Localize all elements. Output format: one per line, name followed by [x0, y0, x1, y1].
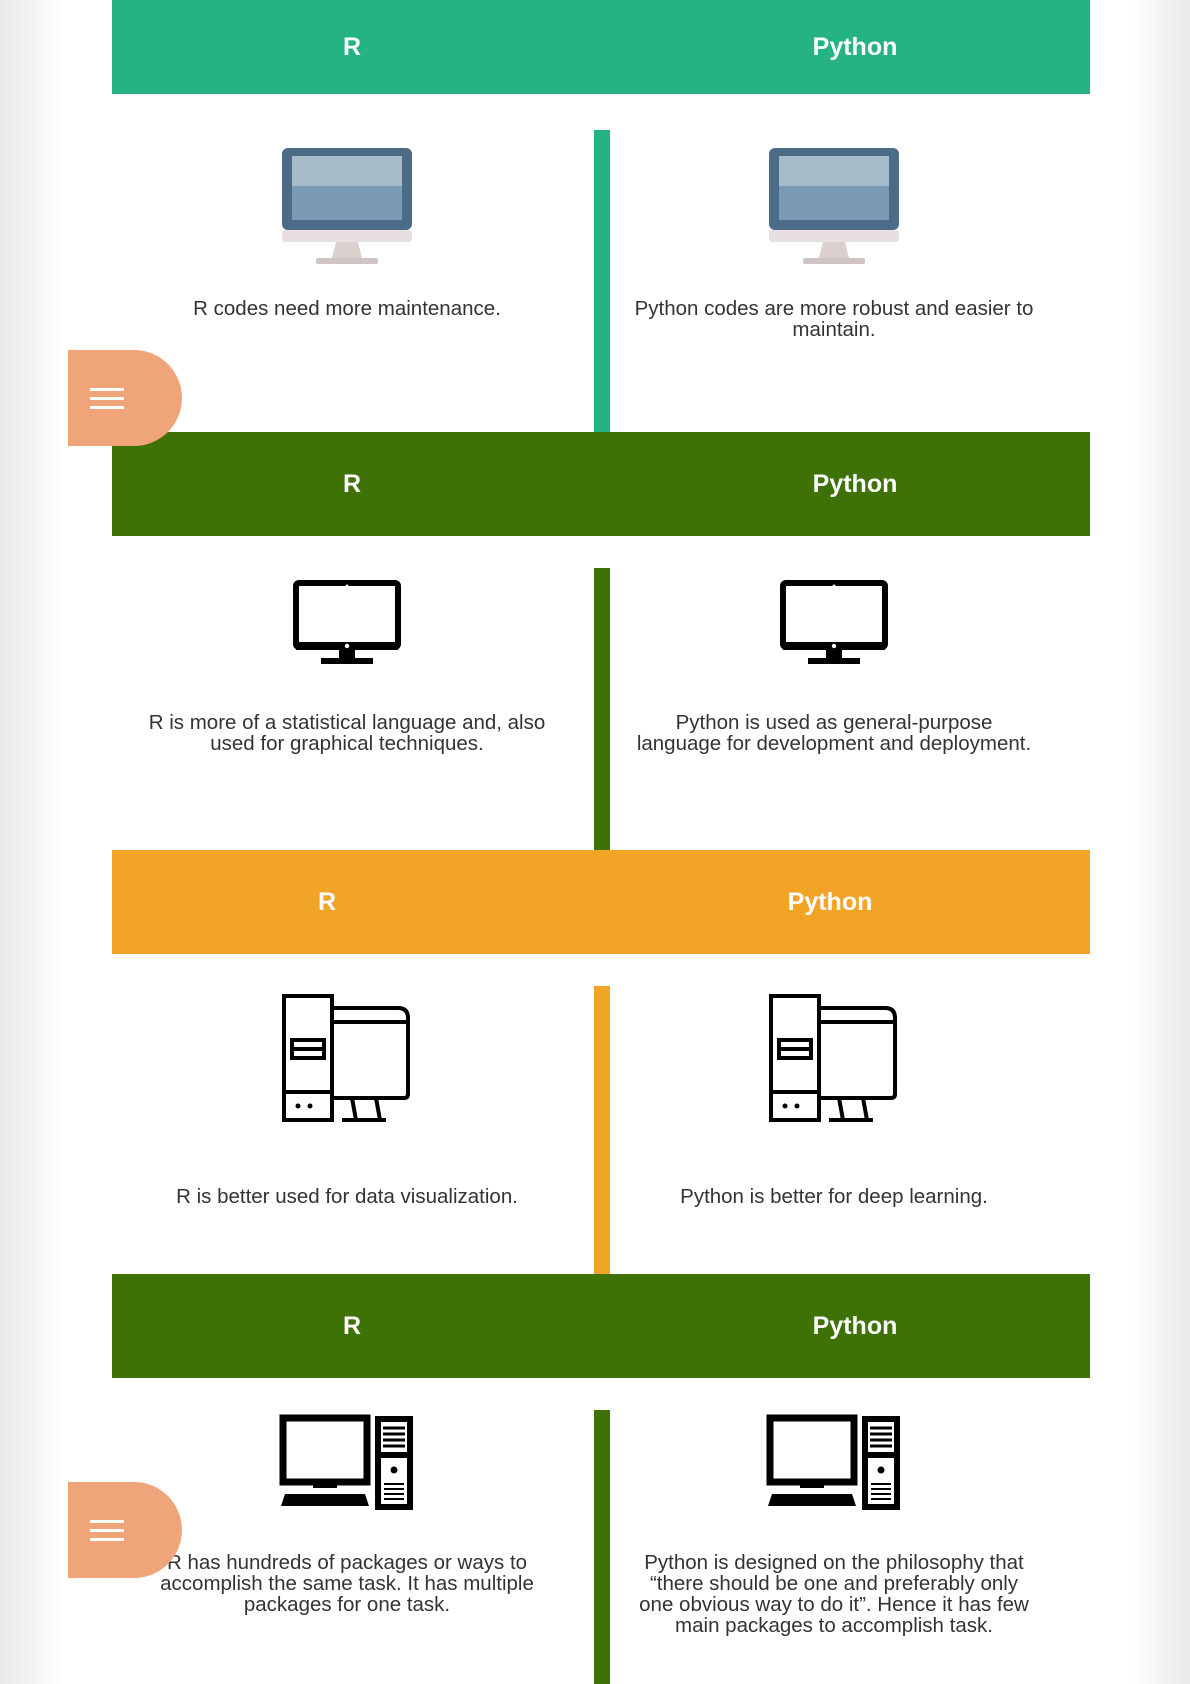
python-column: Python is designed on the philosophy tha…: [624, 1414, 1044, 1636]
desktop-tower-icon: [282, 994, 410, 1122]
comparison-section-maintenance: R Python R codes need more maintenance.: [112, 0, 1090, 432]
python-column: Python is used as general-purpose langua…: [624, 580, 1044, 754]
page-edge-left: [0, 0, 66, 1684]
section-header: R Python: [112, 1274, 1090, 1378]
header-python-label: Python: [787, 887, 873, 916]
hamburger-menu-icon: [90, 1514, 124, 1547]
comparison-section-packages: R Python R has hundreds of packages or w…: [112, 1274, 1090, 1684]
hamburger-menu-icon: [90, 382, 124, 415]
python-column: Python codes are more robust and easier …: [624, 146, 1044, 340]
header-python-label: Python: [812, 32, 898, 61]
section-header: R Python: [112, 0, 1090, 94]
header-r-label: R: [342, 32, 362, 61]
black-monitor-icon: [780, 580, 888, 664]
page-edge-right: [1130, 0, 1190, 1684]
comparison-section-purpose: R Python R is more of a statistical lang…: [112, 432, 1090, 850]
r-description: R is more of a statistical language and,…: [148, 711, 546, 755]
python-description: Python codes are more robust and easier …: [634, 297, 1034, 341]
column-divider: [594, 1410, 610, 1684]
header-r-label: R: [317, 887, 337, 916]
python-description: Python is used as general-purpose langua…: [636, 711, 1032, 755]
section-header: R Python: [112, 432, 1090, 536]
monitor-screen-icon: [769, 148, 899, 264]
black-monitor-icon: [293, 580, 401, 664]
header-r-label: R: [342, 469, 362, 498]
desktop-tower-icon: [769, 994, 897, 1122]
python-description: Python is better for deep learning.: [680, 1185, 988, 1208]
computer-keyboard-icon: [279, 1414, 413, 1510]
section-header: R Python: [112, 850, 1090, 954]
r-column: R has hundreds of packages or ways to ac…: [137, 1414, 557, 1615]
computer-keyboard-icon: [766, 1414, 900, 1510]
floating-menu-button[interactable]: [68, 1482, 182, 1578]
floating-menu-button[interactable]: [68, 350, 182, 446]
r-description: R codes need more maintenance.: [193, 297, 501, 320]
header-python-label: Python: [812, 1311, 898, 1340]
column-divider: [594, 568, 610, 850]
r-column: R codes need more maintenance.: [137, 146, 557, 319]
r-column: R is better used for data visualization.: [137, 994, 557, 1207]
header-r-label: R: [342, 1311, 362, 1340]
monitor-screen-icon: [282, 148, 412, 264]
r-description: R has hundreds of packages or ways to ac…: [160, 1551, 534, 1616]
column-divider: [594, 130, 610, 432]
python-column: Python is better for deep learning.: [624, 994, 1044, 1207]
r-description: R is better used for data visualization.: [176, 1185, 518, 1208]
column-divider: [594, 986, 610, 1274]
r-column: R is more of a statistical language and,…: [137, 580, 557, 754]
comparison-section-visualization: R Python R is better used for data: [112, 850, 1090, 1274]
header-python-label: Python: [812, 469, 898, 498]
python-description: Python is designed on the philosophy tha…: [639, 1551, 1029, 1637]
